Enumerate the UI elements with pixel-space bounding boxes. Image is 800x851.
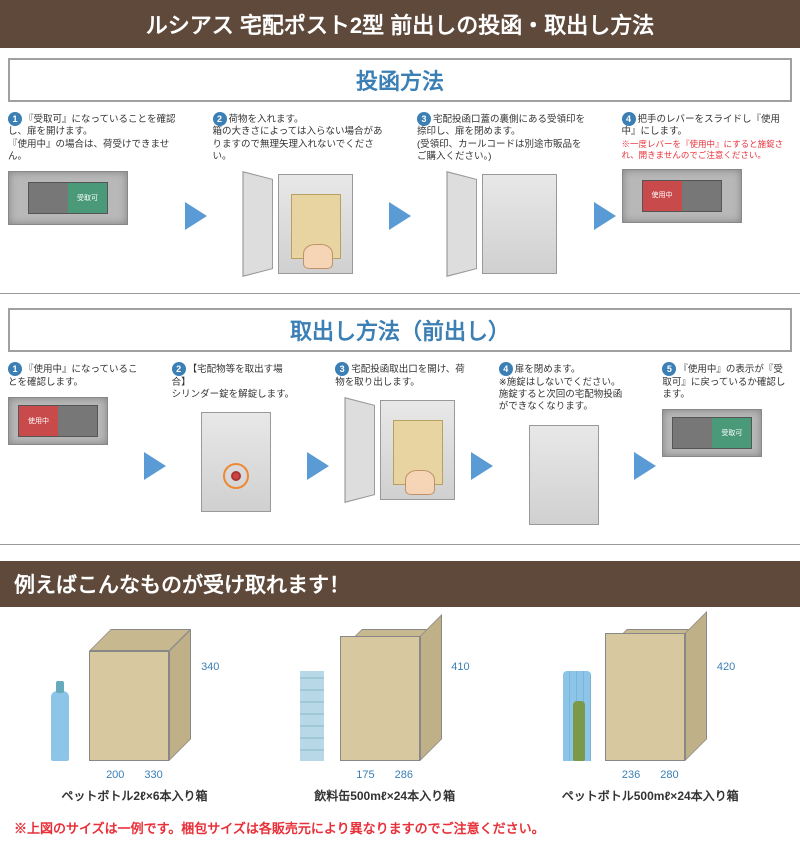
- example-item: 340 200 330 ペットボトル2ℓ×6本入り箱: [61, 621, 207, 804]
- arrow-icon: [594, 202, 616, 230]
- dim-width: 236: [622, 769, 640, 781]
- step-number: 4: [622, 112, 636, 126]
- footnote: ※上図のサイズは一例です。梱包サイズは各販売元により異なりますのでご注意ください…: [0, 812, 800, 851]
- step-text: 宅配投函口蓋の裏側にある受領印を捺印し、扉を閉めます。 (受領印、カールコードは…: [417, 114, 585, 162]
- step-text: 宅配投函取出口を開け、荷物を取り出します。: [335, 364, 465, 387]
- example-label: ペットボトル2ℓ×6本入り箱: [61, 787, 207, 804]
- separator: [0, 544, 800, 545]
- step-number: 2: [213, 112, 227, 126]
- indicator-available: 受取可: [662, 409, 762, 457]
- step-note: ※一度レバーを『使用中』にすると施錠され、開きませんのでご注意ください。: [622, 139, 793, 161]
- section1-title: 投函方法: [8, 58, 792, 102]
- step: 2【宅配物等を取出す場合】 シリンダー錠を解錠します。: [172, 362, 302, 517]
- example-label: ペットボトル500mℓ×24本入り箱: [562, 787, 739, 804]
- diagram-unlock: [172, 407, 302, 517]
- diagram-stamp: [417, 169, 588, 279]
- dim-height: 420: [717, 661, 735, 673]
- step-number: 4: [499, 362, 513, 376]
- examples-header: 例えばこんなものが受け取れます！: [0, 561, 800, 607]
- box-3d: 410: [330, 621, 440, 761]
- step: 1『受取可』になっていることを確認し、扉を開けます。 『使用中』の場合は、荷受け…: [8, 112, 179, 225]
- box-3d: 340: [79, 621, 189, 761]
- section2-steps: 1『使用中』になっていることを確認します。 使用中 2【宅配物等を取出す場合】 …: [0, 362, 800, 529]
- step-text: 『使用中』の表示が『受取可』に戻っているか確認します。: [662, 364, 785, 400]
- dim-depth: 330: [144, 769, 162, 781]
- section2-title: 取出し方法（前出し）: [8, 308, 792, 352]
- bottle-small-icon: [573, 701, 585, 761]
- arrow-icon: [389, 202, 411, 230]
- indicator-inuse: 使用中: [8, 397, 108, 445]
- indicator-inuse: 使用中: [622, 169, 742, 223]
- step-text: 『受取可』になっていることを確認し、扉を開けます。 『使用中』の場合は、荷受けで…: [8, 114, 176, 162]
- step-text: 扉を閉めます。 ※施錠はしないでください。施錠すると次回の宅配物投函ができなくな…: [499, 364, 623, 412]
- separator: [0, 293, 800, 294]
- step-text: 『使用中』になっていることを確認します。: [8, 364, 138, 387]
- example-item: 420 236 280 ペットボトル500mℓ×24本入り箱: [562, 621, 739, 804]
- step-number: 1: [8, 362, 22, 376]
- step-number: 1: [8, 112, 22, 126]
- step-number: 5: [662, 362, 676, 376]
- step-number: 2: [172, 362, 186, 376]
- box-3d: 420: [595, 621, 705, 761]
- dim-height: 340: [201, 661, 219, 673]
- step: 4扉を閉めます。 ※施錠はしないでください。施錠すると次回の宅配物投函ができなく…: [499, 362, 629, 529]
- step-text: 【宅配物等を取出す場合】 シリンダー錠を解錠します。: [172, 364, 295, 400]
- step: 1『使用中』になっていることを確認します。 使用中: [8, 362, 138, 445]
- arrow-icon: [307, 452, 329, 480]
- dim-width: 200: [106, 769, 124, 781]
- bottle-icon: [51, 691, 69, 761]
- arrow-icon: [634, 452, 656, 480]
- dim-width: 175: [356, 769, 374, 781]
- arrow-icon: [185, 202, 207, 230]
- main-header: ルシアス 宅配ポスト2型 前出しの投函・取出し方法: [0, 0, 800, 48]
- step: 3宅配投函取出口を開け、荷物を取り出します。: [335, 362, 465, 505]
- step: 5『使用中』の表示が『受取可』に戻っているか確認します。 受取可: [662, 362, 792, 457]
- step: 2荷物を入れます。 箱の大きさによっては入らない場合がありますので無理矢理入れな…: [213, 112, 384, 279]
- step-text: 荷物を入れます。 箱の大きさによっては入らない場合がありますので無理矢理入れない…: [213, 114, 383, 162]
- cans-icon: [300, 671, 324, 761]
- dim-depth: 280: [660, 769, 678, 781]
- step-text: 把手のレバーをスライドし『使用中』にします。: [622, 114, 781, 137]
- example-item: 410 175 286 飲料缶500mℓ×24本入り箱: [314, 621, 455, 804]
- dim-depth: 286: [395, 769, 413, 781]
- diagram-insert: [213, 169, 384, 279]
- dim-height: 410: [451, 661, 469, 673]
- examples-row: 340 200 330 ペットボトル2ℓ×6本入り箱 410 175 286 飲料缶…: [0, 607, 800, 812]
- diagram-retrieve: [335, 395, 465, 505]
- arrow-icon: [144, 452, 166, 480]
- step-number: 3: [417, 112, 431, 126]
- step: 3宅配投函口蓋の裏側にある受領印を捺印し、扉を閉めます。 (受領印、カールコード…: [417, 112, 588, 279]
- section1-steps: 1『受取可』になっていることを確認し、扉を開けます。 『使用中』の場合は、荷受け…: [0, 112, 800, 279]
- arrow-icon: [471, 452, 493, 480]
- indicator-available: 受取可: [8, 171, 128, 225]
- diagram-close: [499, 420, 629, 530]
- example-label: 飲料缶500mℓ×24本入り箱: [314, 787, 455, 804]
- step: 4把手のレバーをスライドし『使用中』にします。 ※一度レバーを『使用中』にすると…: [622, 112, 793, 223]
- step-number: 3: [335, 362, 349, 376]
